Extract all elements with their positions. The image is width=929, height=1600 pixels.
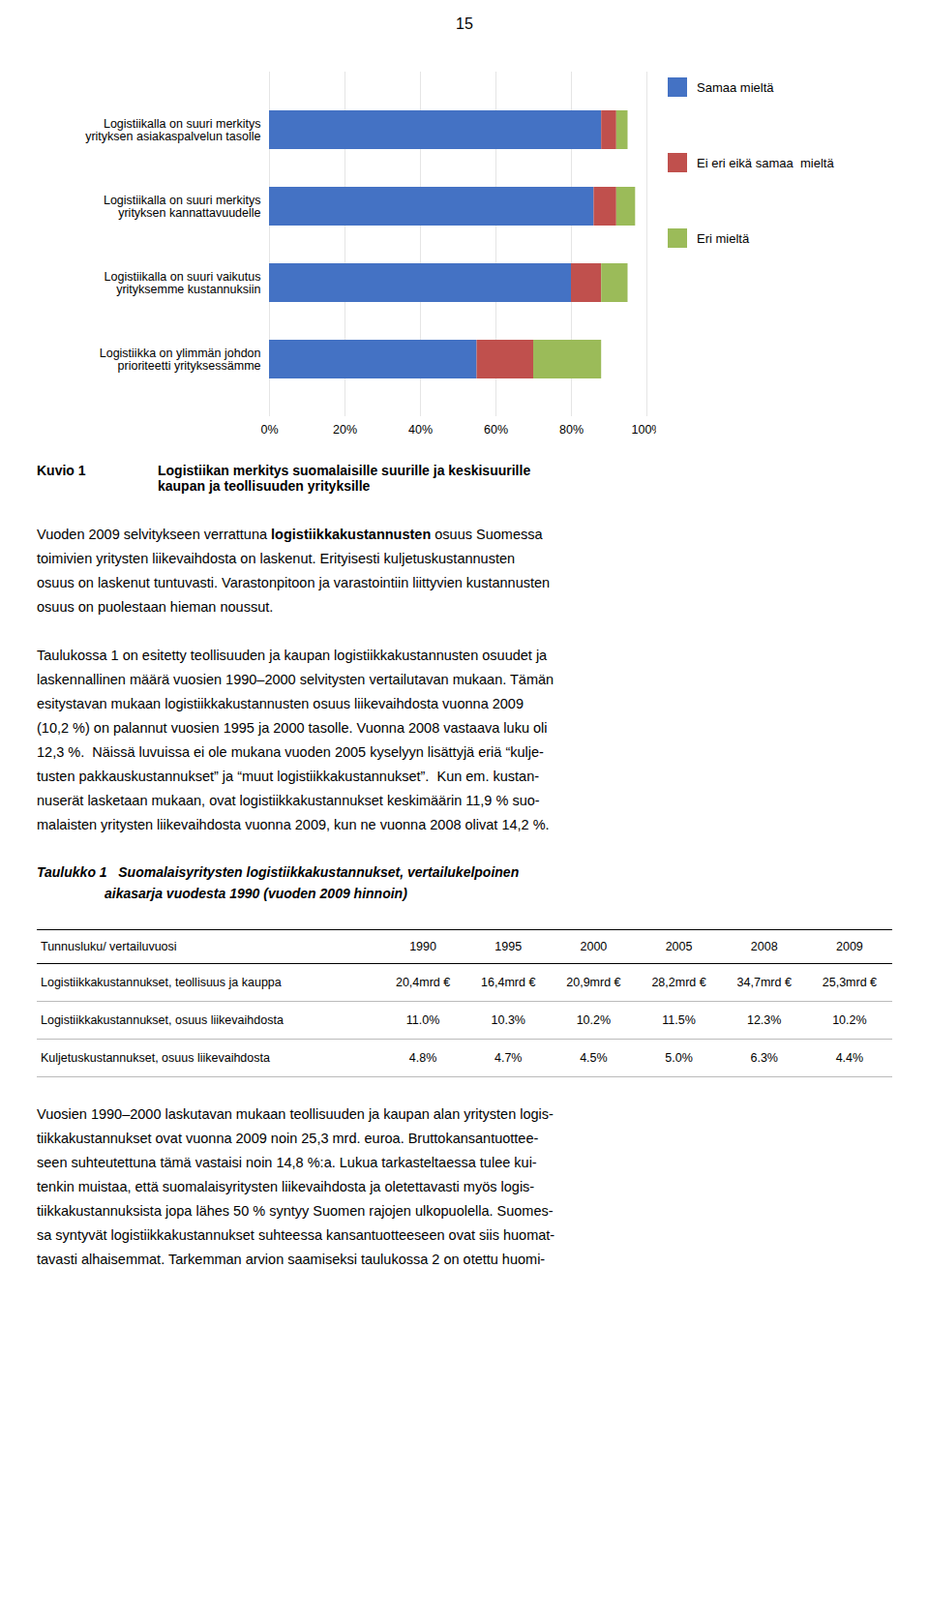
- html-text:seen suhteutettuna tämä vastai: seen suhteutettuna tämä vastaisi noin 14…: [36, 1154, 537, 1170]
- html-text:Ei eri eikä samaa mieltä: Ei eri eikä samaa mieltä: [696, 155, 834, 170]
- html-text:esitystavan mukaan logistiikka: esitystavan mukaan logistiikkakustannust…: [36, 695, 524, 712]
- html-text:10.2%: 10.2%: [576, 1013, 611, 1027]
- html-text:5.0%: 5.0%: [665, 1050, 693, 1065]
- html-text:Tunnusluku/ vertailuvuosi: Tunnusluku/ vertailuvuosi: [40, 939, 177, 954]
- html-text:Logistiikan merkitys suomalais: Logistiikan merkitys suomalaisille suuri…: [157, 462, 531, 494]
- html-text:Taulukko 1 Suomalaisyritysten: Taulukko 1 Suomalaisyritysten logistiikk…: [36, 864, 519, 880]
- html-text:11.5%: 11.5%: [662, 1013, 696, 1027]
- svg-text:Logistiikalla on suuri merkity: Logistiikalla on suuri merkitysyrityksen…: [85, 117, 261, 144]
- html-text:tiikkakustannukset ovat vuonna: tiikkakustannukset ovat vuonna 2009 noin…: [36, 1130, 539, 1146]
- html-text:Kuvio 1: Kuvio 1: [36, 462, 86, 479]
- html-text:12.3%: 12.3%: [747, 1013, 782, 1027]
- svg-text:Logistiikka on ylimmän johdonp: Logistiikka on ylimmän johdonprioriteett…: [99, 346, 262, 373]
- html-text:16,4mrd €: 16,4mrd €: [481, 975, 536, 989]
- svg-text:100%: 100%: [631, 422, 657, 437]
- html-text:4.4%: 4.4%: [835, 1050, 864, 1065]
- html-text:25,3mrd €: 25,3mrd €: [822, 975, 877, 989]
- html-text:sa syntyvät logistiikkakustann: sa syntyvät logistiikkakustannukset suht…: [36, 1227, 555, 1243]
- html-text:4.8%: 4.8%: [409, 1050, 437, 1065]
- html-text:28,2mrd €: 28,2mrd €: [651, 975, 707, 989]
- html-text:nuserät lasketaan mukaan, ovat: nuserät lasketaan mukaan, ovat logistiik…: [36, 792, 540, 809]
- html-text:Logistiikkakustannukset, teoll: Logistiikkakustannukset, teollisuus ja k…: [40, 975, 282, 989]
- html-text:malaisten yritysten liikevaihd: malaisten yritysten liikevaihdosta vuonn…: [36, 816, 550, 833]
- html-text:20,4mrd €: 20,4mrd €: [395, 975, 451, 989]
- html-text:34,7mrd €: 34,7mrd €: [737, 975, 792, 989]
- html-text:Taulukossa 1 on esitetty teoll: Taulukossa 1 on esitetty teollisuuden ja…: [36, 647, 547, 663]
- html-text:12,3 %. Näissä luvuissa ei ole: 12,3 %. Näissä luvuissa ei ole mukana vu…: [36, 744, 544, 760]
- html-text:Eri mieltä: Eri mieltä: [696, 230, 750, 246]
- svg-text:80%: 80%: [559, 422, 584, 437]
- svg-text:20%: 20%: [332, 422, 358, 437]
- html-text:20,9mrd €: 20,9mrd €: [566, 975, 621, 989]
- html-text:Kuljetuskustannukset, osuus li: Kuljetuskustannukset, osuus liikevaihdos…: [40, 1050, 270, 1065]
- svg-text:0%: 0%: [260, 422, 278, 437]
- html-text:tiikkakustannuksista jopa lähe: tiikkakustannuksista jopa lähes 50 % syn…: [36, 1202, 554, 1219]
- html-text:11.0%: 11.0%: [406, 1013, 440, 1027]
- html-text:10.2%: 10.2%: [832, 1013, 867, 1027]
- html-text:tenkin muistaa, että suomalais: tenkin muistaa, että suomalaisyritysten …: [36, 1178, 535, 1195]
- html-text:tavasti alhaisemmat. Tarkemman: tavasti alhaisemmat. Tarkemman arvion sa…: [36, 1251, 546, 1267]
- html-text:tusten pakkauskustannukset” ja: tusten pakkauskustannukset” ja “muut log…: [36, 768, 540, 784]
- svg-text:Logistiikalla on suuri merkity: Logistiikalla on suuri merkitysyrityksen…: [103, 193, 262, 220]
- html-text:2009: 2009: [836, 939, 864, 954]
- svg-text:60%: 60%: [483, 422, 509, 437]
- html-text:osuus on puolestaan hieman nou: osuus on puolestaan hieman noussut.: [36, 599, 274, 615]
- svg-text:40%: 40%: [408, 422, 433, 437]
- html-text:toimivien yritysten liikevaihd: toimivien yritysten liikevaihdosta on la…: [36, 550, 515, 567]
- html-text:10.3%: 10.3%: [491, 1013, 526, 1027]
- html-text:15: 15: [455, 15, 474, 32]
- html-text:laskennallinen määrä vuosien 1: laskennallinen määrä vuosien 1990–2000 s…: [36, 671, 554, 688]
- html-text:(10,2 %) on palannut vuosien 1: (10,2 %) on palannut vuosien 1995 ja 200…: [36, 719, 548, 736]
- html-text:4.7%: 4.7%: [494, 1050, 523, 1065]
- html-text:osuus on laskenut tuntuvasti.: osuus on laskenut tuntuvasti. Varastonpi…: [36, 574, 550, 591]
- html-text:4.5%: 4.5%: [579, 1050, 608, 1065]
- html-text:1990: 1990: [409, 939, 437, 954]
- html-text:2008: 2008: [750, 939, 778, 954]
- svg-text:Logistiikalla on suuri vaikutu: Logistiikalla on suuri vaikutusyrityksem…: [104, 269, 262, 297]
- html-text:aikasarja vuodesta 1990 (vuode: aikasarja vuodesta 1990 (vuoden 2009 hin…: [36, 885, 408, 901]
- html-text:6.3%: 6.3%: [750, 1050, 779, 1065]
- html-text:Vuosien 1990–2000 laskutavan m: Vuosien 1990–2000 laskutavan mukaan teol…: [36, 1106, 554, 1122]
- html-text:Logistiikkakustannukset, osuus: Logistiikkakustannukset, osuus liikevaih…: [40, 1013, 284, 1027]
- html-text:Vuoden 2009 selvitykseen verra: Vuoden 2009 selvitykseen verrattuna logi…: [36, 526, 543, 542]
- html-text:2005: 2005: [665, 939, 693, 954]
- html-text:Samaa mieltä: Samaa mieltä: [696, 79, 774, 95]
- html-text:1995: 1995: [494, 939, 522, 954]
- html-text:2000: 2000: [580, 939, 608, 954]
